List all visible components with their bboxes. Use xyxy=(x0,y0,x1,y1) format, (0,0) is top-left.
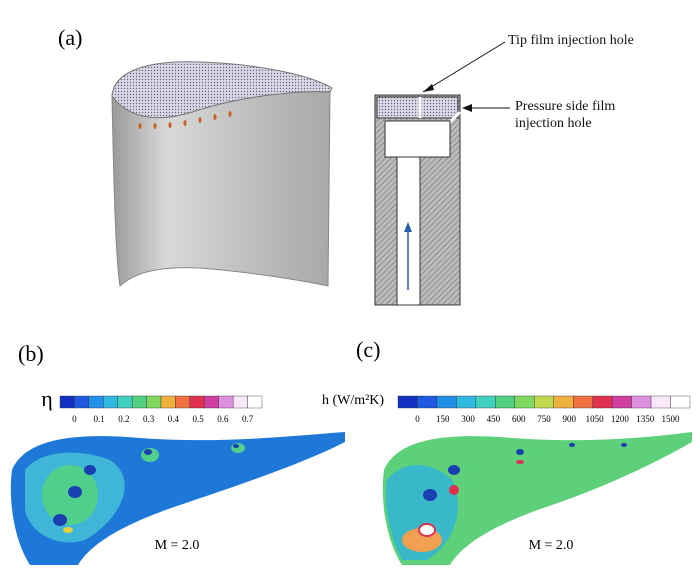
colorbar-swatch xyxy=(132,396,146,408)
colorbar-swatch xyxy=(515,396,534,408)
colorbar-swatch xyxy=(204,396,218,408)
colorbar-swatch xyxy=(534,396,553,408)
colorbar-title: h (W/m²K) xyxy=(322,393,384,408)
colorbar-tick-label: 0.4 xyxy=(168,414,180,424)
caption: M = 2.0 xyxy=(155,538,200,553)
colorbar-swatch xyxy=(60,396,74,408)
panel-label: (c) xyxy=(356,337,380,362)
colorbar-tick-label: 150 xyxy=(436,414,450,424)
blade-drawing xyxy=(112,62,332,286)
colorbar-swatch xyxy=(103,396,117,408)
colorbar-swatch xyxy=(219,396,233,408)
colorbar-tick-label: 300 xyxy=(461,414,475,424)
annotation: Tip film injection hole xyxy=(508,32,648,49)
panel-label: (b) xyxy=(18,341,44,366)
colorbar-tick-label: 0 xyxy=(72,414,77,424)
schematic xyxy=(375,42,510,305)
colorbar-tick-label: 0.3 xyxy=(143,414,155,424)
colorbar-tick-label: 0 xyxy=(415,414,420,424)
colorbar-tick-label: 1350 xyxy=(636,414,655,424)
colorbar-tick-label: 0.6 xyxy=(217,414,229,424)
colorbar-swatch xyxy=(651,396,670,408)
colorbar-tick-label: 1200 xyxy=(611,414,630,424)
colorbar-swatch xyxy=(456,396,475,408)
colorbar-tick-label: 750 xyxy=(537,414,551,424)
caption: M = 2.0 xyxy=(529,538,574,553)
colorbar-tick-label: 0.7 xyxy=(242,414,254,424)
colorbar-swatch xyxy=(233,396,247,408)
colorbar-tick-label: 600 xyxy=(512,414,526,424)
colorbar-swatch xyxy=(248,396,262,408)
colorbar-swatch xyxy=(632,396,651,408)
colorbar-swatch xyxy=(612,396,631,408)
figure: (a) (b) (c) η 0 0.1 0.2 0.3 0.4 0.5 0.6 0.7 h (W/m²K… xyxy=(0,0,700,570)
colorbar-tick-label: 0.5 xyxy=(192,414,204,424)
colorbar-tick-label: 900 xyxy=(563,414,577,424)
colorbar-title: η xyxy=(41,386,53,411)
panel-label: (a) xyxy=(58,25,82,50)
colorbar-tick-label: 450 xyxy=(487,414,501,424)
colorbar-swatch xyxy=(89,396,103,408)
colorbar-swatch xyxy=(417,396,436,408)
colorbar-swatch xyxy=(190,396,204,408)
colorbar-swatch xyxy=(554,396,573,408)
colorbar-swatch xyxy=(593,396,612,408)
figure-graphics: (a) (b) (c) η 0 0.1 0.2 0.3 0.4 0.5 0.6 0.7 h (W/m²K… xyxy=(0,0,700,570)
colorbar-swatch xyxy=(495,396,514,408)
colorbar-swatch xyxy=(437,396,456,408)
colorbar-tick-label: 1500 xyxy=(662,414,681,424)
colorbar-swatch xyxy=(74,396,88,408)
annotation: Pressure side film injection hole xyxy=(515,98,655,132)
colorbar-swatch xyxy=(175,396,189,408)
colorbar-swatch xyxy=(147,396,161,408)
colorbar-swatch xyxy=(398,396,417,408)
colorbar-tick-label: 0.2 xyxy=(118,414,129,424)
colorbar-tick-label: 0.1 xyxy=(94,414,105,424)
colorbar-swatch xyxy=(161,396,175,408)
colorbar-swatch xyxy=(573,396,592,408)
colorbar-tick-label: 1050 xyxy=(586,414,605,424)
colorbar-swatch xyxy=(118,396,132,408)
colorbar-swatch xyxy=(476,396,495,408)
colorbar-swatch xyxy=(671,396,690,408)
